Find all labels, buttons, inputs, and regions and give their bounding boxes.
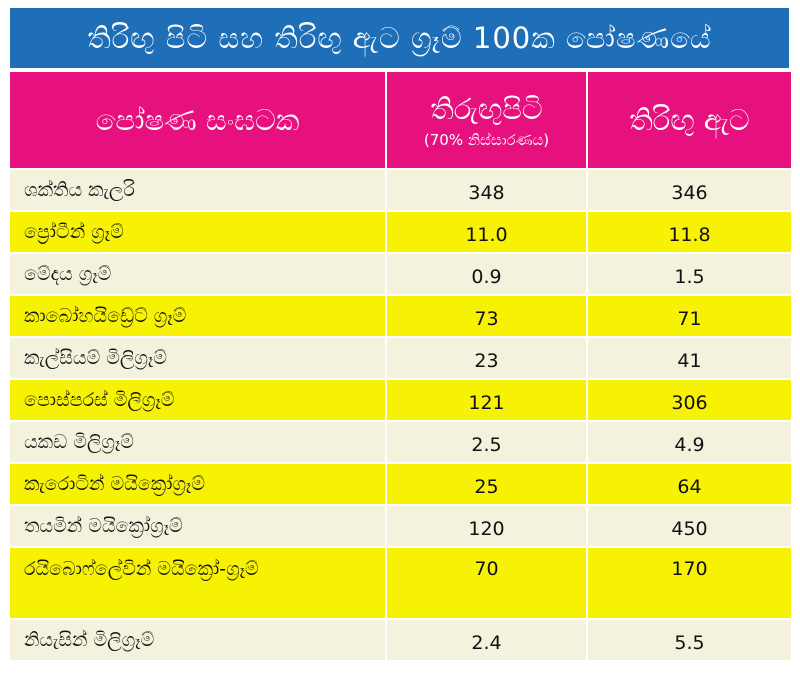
- table-title: තිරිඟු පිටි සහ තිරිඟු ඇට ග්‍රෑම් 100ක පෝ…: [8, 6, 791, 70]
- row-name: නියැසින් මිලිග්‍රෑම්: [8, 618, 387, 662]
- row-name: ශක්තිය කැලරි: [8, 168, 387, 212]
- row-name: තයමින් මයික්‍රෝග්‍රෑම්: [8, 504, 387, 548]
- row-grain-value: 5.5: [586, 618, 793, 662]
- row-name: කාබෝහයිඩ්‍රේට් ග්‍රෑම්: [8, 294, 387, 338]
- header-flour-note: (70% නිස්සාරණය): [423, 130, 550, 149]
- table-row: තයමින් මයික්‍රෝග්‍රෑම් 120 450: [8, 504, 793, 548]
- table-row: නියැසින් මිලිග්‍රෑම් 2.4 5.5: [8, 618, 793, 662]
- table-row: යකඩ මිලිග්‍රෑම් 2.5 4.9: [8, 420, 793, 464]
- row-name: මේදය ග්‍රෑම්: [8, 252, 387, 296]
- row-flour-value: 70: [385, 546, 588, 620]
- row-flour-value: 120: [385, 504, 588, 548]
- table-row: රයිබොෆ්ලේවින් මයික්‍රෝ-ග්‍රෑම් 70 170: [8, 546, 793, 620]
- row-grain-value: 4.9: [586, 420, 793, 464]
- row-name: යකඩ මිලිග්‍රෑම්: [8, 420, 387, 464]
- header-grain: තිරිඟු ඇට: [586, 70, 793, 170]
- header-flour: තිරුඟුපිටි (70% නිස්සාරණය): [385, 70, 588, 170]
- table-row: ප්‍රෝටීන් ග්‍රෑම් 11.0 11.8: [8, 210, 793, 254]
- row-name: පොස්පරස් මිලිග්‍රෑම්: [8, 378, 387, 422]
- row-name: රයිබොෆ්ලේවින් මයික්‍රෝ-ග්‍රෑම්: [8, 546, 387, 620]
- row-grain-value: 170: [586, 546, 793, 620]
- row-flour-value: 73: [385, 294, 588, 338]
- row-grain-value: 1.5: [586, 252, 793, 296]
- table-row: ශක්තිය කැලරි 348 346: [8, 168, 793, 212]
- table-row: මේදය ග්‍රෑම් 0.9 1.5: [8, 252, 793, 296]
- row-grain-value: 450: [586, 504, 793, 548]
- table-row: කැරොටින් මයික්‍රෝග්‍රෑම් 25 64: [8, 462, 793, 506]
- row-grain-value: 71: [586, 294, 793, 338]
- header-flour-label: තිරුඟුපිටි: [430, 91, 543, 126]
- row-flour-value: 121: [385, 378, 588, 422]
- row-name: කැල්සියම් මිලිග්‍රෑම්: [8, 336, 387, 380]
- header-row: පෝෂණ සංඝටක තිරුඟුපිටි (70% නිස්සාරණය) ති…: [8, 70, 793, 170]
- row-name: කැරොටින් මයික්‍රෝග්‍රෑම්: [8, 462, 387, 506]
- row-flour-value: 348: [385, 168, 588, 212]
- table-row: පොස්පරස් මිලිග්‍රෑම් 121 306: [8, 378, 793, 422]
- row-grain-value: 11.8: [586, 210, 793, 254]
- row-grain-value: 64: [586, 462, 793, 506]
- row-grain-value: 306: [586, 378, 793, 422]
- table-row: කැල්සියම් මිලිග්‍රෑම් 23 41: [8, 336, 793, 380]
- row-name: ප්‍රෝටීන් ග්‍රෑම්: [8, 210, 387, 254]
- header-component: පෝෂණ සංඝටක: [8, 70, 387, 170]
- row-flour-value: 25: [385, 462, 588, 506]
- row-flour-value: 23: [385, 336, 588, 380]
- table-row: කාබෝහයිඩ්‍රේට් ග්‍රෑම් 73 71: [8, 294, 793, 338]
- row-flour-value: 11.0: [385, 210, 588, 254]
- row-grain-value: 346: [586, 168, 793, 212]
- nutrition-table-card: තිරිඟු පිටි සහ තිරිඟු ඇට ග්‍රෑම් 100ක පෝ…: [8, 6, 793, 662]
- row-flour-value: 0.9: [385, 252, 588, 296]
- row-flour-value: 2.5: [385, 420, 588, 464]
- nutrition-table: පෝෂණ සංඝටක තිරුඟුපිටි (70% නිස්සාරණය) ති…: [8, 70, 793, 662]
- row-flour-value: 2.4: [385, 618, 588, 662]
- row-grain-value: 41: [586, 336, 793, 380]
